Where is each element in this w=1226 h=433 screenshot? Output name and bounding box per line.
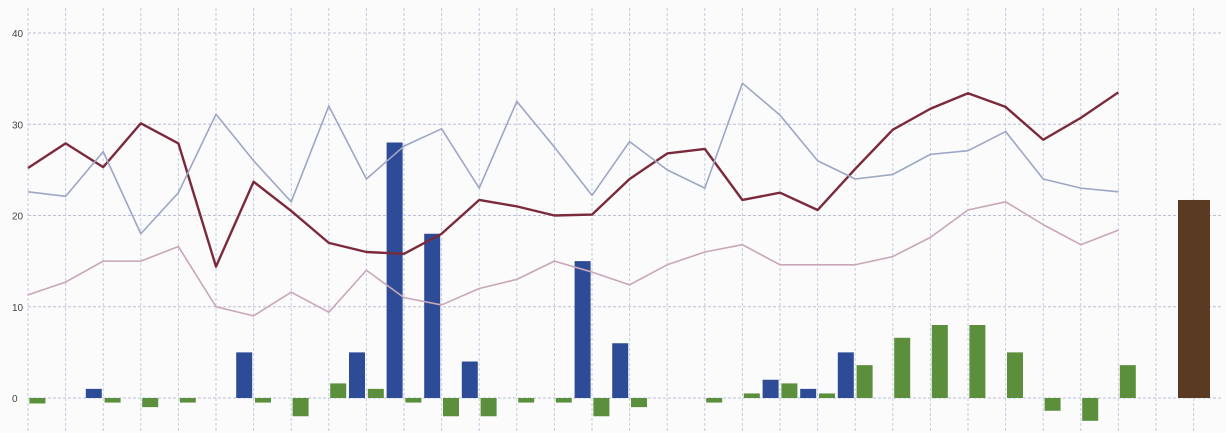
bar <box>292 398 309 417</box>
bar <box>1119 365 1136 398</box>
series-line <box>27 82 1119 235</box>
bar <box>330 383 347 398</box>
bar <box>179 398 196 403</box>
bar <box>762 379 779 398</box>
bar <box>743 393 760 398</box>
bar <box>1044 398 1061 411</box>
bars <box>29 142 1210 421</box>
bar <box>236 352 253 398</box>
y-tick-label: 20 <box>12 212 24 223</box>
bar <box>593 398 610 417</box>
y-axis-ticks: 0 10 20 30 40 <box>12 29 24 405</box>
bar <box>1007 352 1023 398</box>
bar <box>800 388 817 398</box>
bar <box>555 398 572 403</box>
bar <box>1178 199 1210 398</box>
bar <box>1082 398 1099 421</box>
series-line <box>27 201 1119 317</box>
bar <box>443 398 459 417</box>
series-line <box>27 91 1120 268</box>
bar <box>856 365 873 398</box>
y-tick-label: 0 <box>12 394 18 405</box>
bar <box>931 325 948 398</box>
bar <box>612 343 629 398</box>
bar <box>819 393 835 398</box>
lines <box>27 82 1120 317</box>
bar <box>142 398 159 408</box>
bar <box>480 398 497 417</box>
y-tick-label: 10 <box>12 303 24 314</box>
bar <box>706 398 723 403</box>
bar <box>255 398 271 403</box>
bar <box>104 398 121 403</box>
bar <box>837 352 854 398</box>
bar <box>85 388 102 398</box>
bar <box>781 383 798 398</box>
bar <box>349 352 365 398</box>
bar <box>461 361 478 398</box>
bar <box>574 261 591 398</box>
bar <box>518 398 535 403</box>
bar <box>631 398 647 408</box>
y-tick-label: 30 <box>12 120 24 131</box>
bar <box>29 398 46 404</box>
bar <box>386 142 403 398</box>
bar <box>894 337 911 398</box>
bar <box>405 398 422 403</box>
y-tick-label: 40 <box>12 29 24 40</box>
bar <box>367 388 384 398</box>
bar <box>424 233 441 398</box>
bar <box>969 325 986 398</box>
